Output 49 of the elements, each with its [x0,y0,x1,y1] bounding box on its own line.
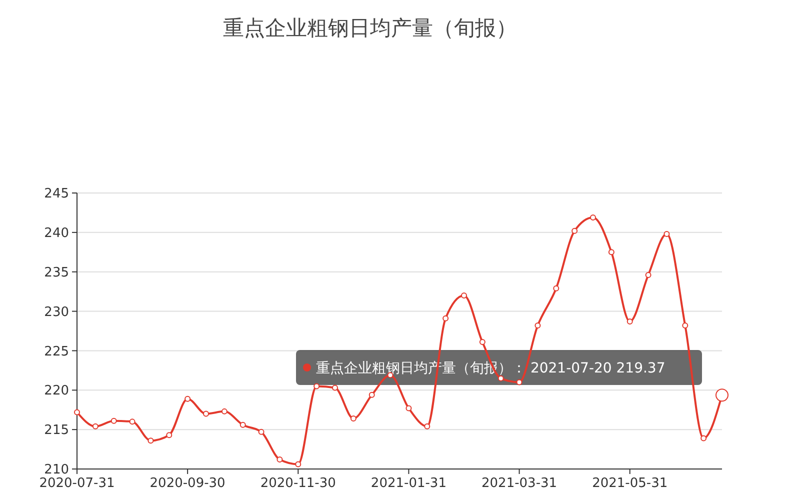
point [590,214,596,220]
point [534,322,541,328]
point [166,432,172,438]
point [553,285,560,292]
point [110,418,117,424]
chart-title: 重点企业粗钢日均产量（旬报） [223,16,517,40]
x-tick-label: 2020-09-30 [150,476,226,491]
point [516,379,522,386]
point [258,428,264,435]
y-tick-label: 225 [44,344,69,360]
y-tick-label: 245 [44,186,69,202]
point [92,423,98,430]
point [572,228,578,234]
x-tick-label: 2020-07-31 [39,476,115,491]
point [148,438,154,444]
point [314,383,320,390]
y-tick-label: 230 [44,304,69,320]
point [184,396,191,402]
y-tick-label: 235 [44,265,69,280]
point [479,339,486,346]
point [406,405,412,412]
point [240,422,246,428]
point [700,435,707,442]
x-tick-label: 2021-03-31 [482,476,558,491]
point [498,375,504,382]
y-tick-label: 240 [44,226,69,241]
point [350,416,356,422]
x-tick-label: 2021-05-31 [592,476,668,491]
point [442,315,449,322]
point [682,322,688,328]
point [424,423,430,430]
point [664,231,670,238]
point [295,461,302,468]
point [368,392,375,398]
point [332,384,338,391]
y-tick-label: 220 [44,384,69,399]
point [608,249,614,256]
point [645,272,652,278]
y-tick-label: 215 [44,423,69,438]
point [626,318,633,325]
x-tick-label: 2020-11-30 [260,476,336,491]
y-tick-label: 210 [44,462,69,478]
x-tick-label: 2021-01-31 [370,476,446,491]
point [221,408,228,414]
point [276,456,283,463]
point [203,410,209,417]
point [461,292,467,299]
point [129,418,136,425]
point [74,409,80,416]
